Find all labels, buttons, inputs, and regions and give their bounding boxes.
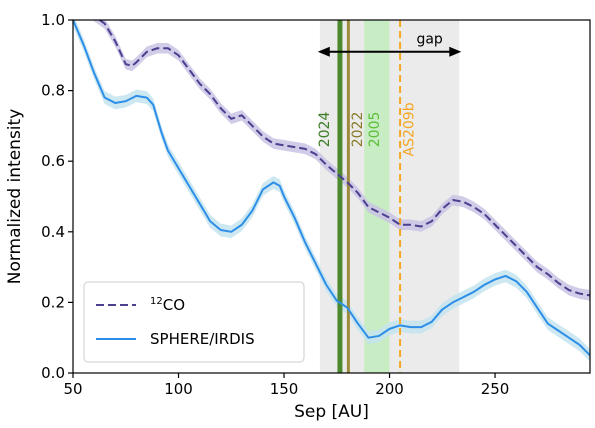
annotation-1: 2022 [350, 112, 366, 148]
y-tick-label-3: 0.6 [41, 152, 65, 170]
arrow-head-left [317, 46, 330, 57]
y-axis-label: Normalized intensity [5, 109, 25, 285]
y-tick-label-4: 0.8 [41, 82, 65, 100]
legend-label-0: 12CO [150, 296, 185, 314]
annotation-2: 2005 [367, 112, 383, 148]
plot-frame [72, 19, 591, 374]
legend: 12CO SPHERE/IRDIS [83, 281, 305, 363]
y-tick-label-5: 1.0 [41, 11, 65, 29]
x-axis-ticks: 50 100 150 200 250 [63, 373, 509, 398]
epoch-lines [337, 20, 402, 373]
y-tick-label-0: 0.0 [41, 364, 65, 382]
gap-arrow [317, 46, 462, 57]
y-tick-label-1: 0.2 [41, 293, 65, 311]
x-axis-label: Sep [AU] [294, 402, 369, 422]
annotation-3: AS209b [402, 102, 418, 156]
x-tick-label-1: 100 [164, 380, 193, 398]
x-tick-label-2: 150 [270, 380, 299, 398]
series-lines [73, 20, 590, 357]
x-tick-label-4: 250 [481, 380, 510, 398]
series-line-1 [73, 20, 590, 357]
legend-label-1: SPHERE/IRDIS [150, 330, 255, 348]
annotation-4: gap [416, 31, 442, 47]
y-tick-label-2: 0.4 [41, 223, 65, 241]
annotations: 2024 2022 2005 AS209b gap [317, 31, 443, 156]
y-axis-ticks: 0.0 0.2 0.4 0.6 0.8 1.0 [41, 11, 73, 382]
annotation-0: 2024 [317, 112, 333, 148]
x-tick-label-0: 50 [63, 380, 82, 398]
vband-1 [364, 20, 390, 373]
x-tick-label-3: 200 [375, 380, 404, 398]
arrow-head-right [449, 46, 462, 57]
background-bands [319, 20, 460, 373]
series-line-0 [98, 20, 590, 297]
legend-box [83, 281, 305, 363]
series-band-0 [92, 20, 590, 301]
